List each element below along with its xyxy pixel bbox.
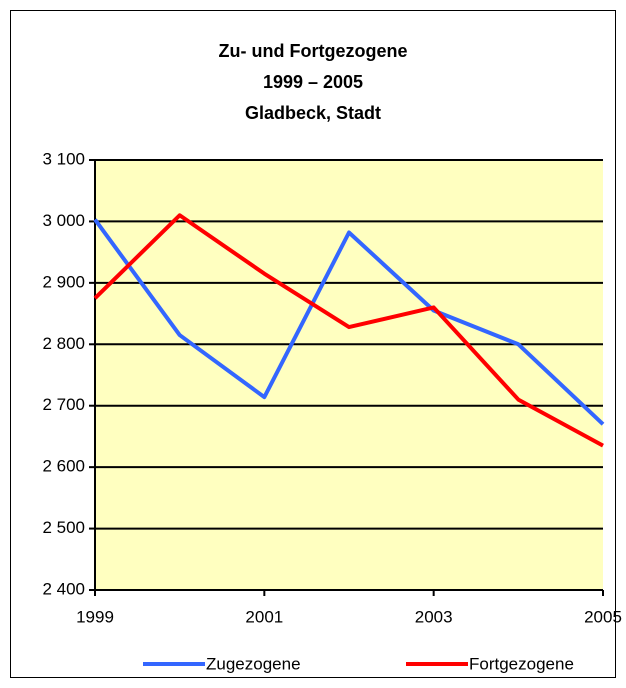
y-tick-label: 2 500 <box>42 518 85 537</box>
series-line <box>93 218 605 426</box>
y-tick-label: 2 900 <box>42 272 85 291</box>
y-tick-label: 2 700 <box>42 395 85 414</box>
legend-label: Fortgezogene <box>469 654 574 673</box>
series-line <box>93 213 604 448</box>
chart-title: Gladbeck, Stadt <box>245 103 381 123</box>
x-tick-label: 2005 <box>584 607 622 626</box>
y-tick-label: 2 600 <box>42 457 85 476</box>
y-tick-label: 3 100 <box>42 149 85 168</box>
x-tick-label: 2001 <box>245 607 283 626</box>
chart-title: Zu- und Fortgezogene <box>219 41 408 61</box>
chart-title: 1999 – 2005 <box>263 72 363 92</box>
x-tick-label: 1999 <box>76 607 114 626</box>
legend-label: Zugezogene <box>206 654 301 673</box>
y-tick-label: 2 400 <box>42 579 85 598</box>
x-tick-label: 2003 <box>415 607 453 626</box>
y-tick-label: 3 000 <box>42 211 85 230</box>
y-tick-label: 2 800 <box>42 334 85 353</box>
